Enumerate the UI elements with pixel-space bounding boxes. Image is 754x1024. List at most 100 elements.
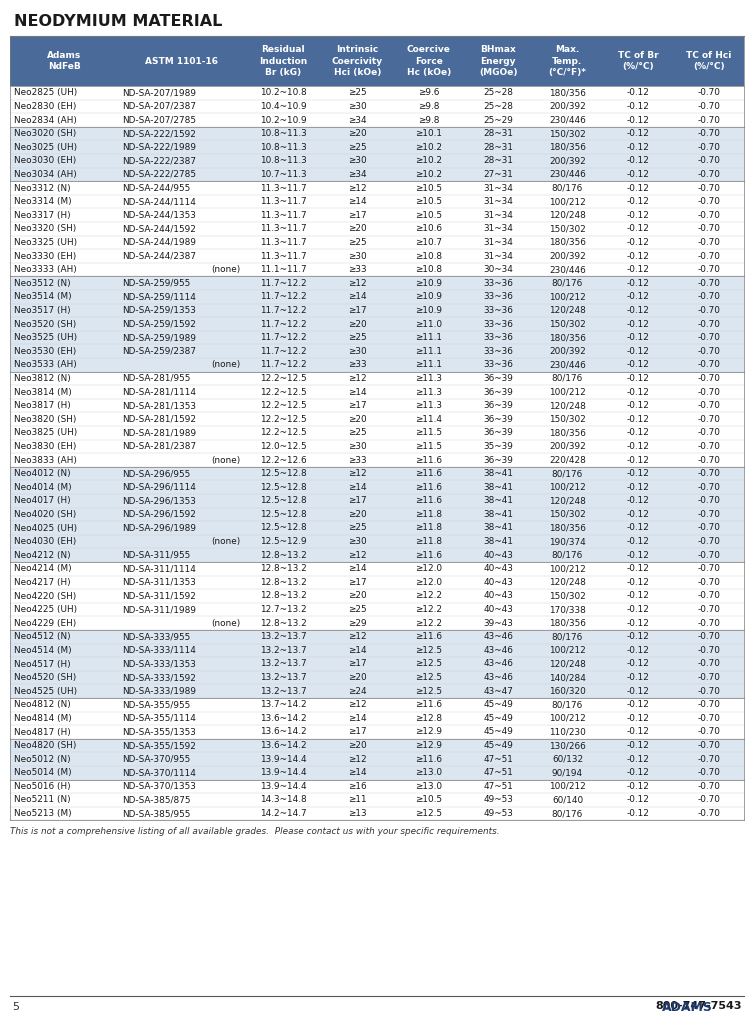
Bar: [10, 698, 744, 712]
Bar: [10, 521, 744, 535]
Text: ND-SA-333/955: ND-SA-333/955: [121, 632, 190, 641]
Text: ≥12.5: ≥12.5: [415, 687, 443, 695]
Text: -0.12: -0.12: [627, 265, 650, 274]
Text: ≥17: ≥17: [348, 578, 367, 587]
Text: -0.70: -0.70: [697, 102, 720, 111]
Text: ND-SA-385/955: ND-SA-385/955: [121, 809, 190, 818]
Text: ≥11.4: ≥11.4: [415, 415, 443, 424]
Text: 35~39: 35~39: [483, 442, 513, 451]
Text: 11.3~11.7: 11.3~11.7: [260, 183, 307, 193]
Text: -0.12: -0.12: [627, 497, 650, 505]
Bar: [10, 616, 744, 630]
Text: ≥12: ≥12: [348, 551, 367, 560]
Text: ≥11.6: ≥11.6: [415, 456, 443, 465]
Text: -0.12: -0.12: [627, 796, 650, 805]
Text: 11.3~11.7: 11.3~11.7: [260, 238, 307, 247]
Text: Neo5014 (M): Neo5014 (M): [14, 768, 72, 777]
Text: ND-SA-296/1989: ND-SA-296/1989: [121, 523, 195, 532]
Text: Neo3025 (UH): Neo3025 (UH): [14, 142, 77, 152]
Text: 10.2~10.9: 10.2~10.9: [260, 116, 307, 125]
Text: 31~34: 31~34: [483, 238, 513, 247]
Text: 120/248: 120/248: [549, 659, 586, 669]
Text: 11.7~12.2: 11.7~12.2: [260, 279, 307, 288]
Text: -0.12: -0.12: [627, 306, 650, 315]
Text: ≥10.2: ≥10.2: [415, 157, 443, 165]
Text: ND-SA-355/1353: ND-SA-355/1353: [121, 727, 195, 736]
Text: 200/392: 200/392: [549, 442, 586, 451]
Text: -0.70: -0.70: [697, 768, 720, 777]
Text: 11.7~12.2: 11.7~12.2: [260, 292, 307, 301]
Bar: [10, 181, 744, 195]
Text: -0.70: -0.70: [697, 605, 720, 614]
Text: -0.70: -0.70: [697, 809, 720, 818]
Text: -0.12: -0.12: [627, 482, 650, 492]
Text: 38~41: 38~41: [483, 523, 513, 532]
Text: 80/176: 80/176: [552, 279, 583, 288]
Text: -0.12: -0.12: [627, 252, 650, 260]
Bar: [10, 562, 744, 575]
Text: 100/212: 100/212: [549, 387, 586, 396]
Text: TC of Hci
(%/°C): TC of Hci (%/°C): [686, 51, 731, 71]
Text: ≥11.3: ≥11.3: [415, 387, 443, 396]
Text: ≥20: ≥20: [348, 319, 367, 329]
Text: ND-SA-311/1353: ND-SA-311/1353: [121, 578, 195, 587]
Text: -0.12: -0.12: [627, 347, 650, 355]
Text: 36~39: 36~39: [483, 374, 513, 383]
Text: ≥12: ≥12: [348, 755, 367, 764]
Bar: [10, 398, 744, 413]
Text: -0.70: -0.70: [697, 238, 720, 247]
Text: -0.12: -0.12: [627, 632, 650, 641]
Text: 45~49: 45~49: [483, 714, 513, 723]
Bar: [10, 779, 744, 794]
Text: 33~36: 33~36: [483, 360, 513, 370]
Text: 13.6~14.2: 13.6~14.2: [260, 727, 307, 736]
Text: 38~41: 38~41: [483, 497, 513, 505]
Text: ≥25: ≥25: [348, 238, 367, 247]
Text: -0.12: -0.12: [627, 605, 650, 614]
Text: -0.70: -0.70: [697, 578, 720, 587]
Text: ≥11.1: ≥11.1: [415, 347, 443, 355]
Text: -0.70: -0.70: [697, 292, 720, 301]
Text: 140/284: 140/284: [549, 673, 586, 682]
Bar: [10, 344, 744, 358]
Text: ≥10.7: ≥10.7: [415, 238, 443, 247]
Text: 80/176: 80/176: [552, 551, 583, 560]
Text: -0.70: -0.70: [697, 252, 720, 260]
Bar: [10, 331, 744, 344]
Text: 13.2~13.7: 13.2~13.7: [260, 646, 307, 655]
Text: 33~36: 33~36: [483, 279, 513, 288]
Text: ≥17: ≥17: [348, 306, 367, 315]
Text: Neo3333 (AH): Neo3333 (AH): [14, 265, 77, 274]
Text: ≥12.9: ≥12.9: [415, 741, 443, 751]
Text: 150/302: 150/302: [549, 129, 586, 138]
Text: -0.12: -0.12: [627, 102, 650, 111]
Text: Neo5213 (M): Neo5213 (M): [14, 809, 72, 818]
Text: Neo4525 (UH): Neo4525 (UH): [14, 687, 77, 695]
Text: 120/248: 120/248: [549, 497, 586, 505]
Text: 11.1~11.7: 11.1~11.7: [260, 265, 307, 274]
Text: -0.12: -0.12: [627, 197, 650, 206]
Text: 13.9~14.4: 13.9~14.4: [260, 755, 307, 764]
Text: BHmax
Energy
(MGOe): BHmax Energy (MGOe): [479, 45, 517, 77]
Text: ≥30: ≥30: [348, 442, 367, 451]
Text: 12.5~12.8: 12.5~12.8: [260, 497, 307, 505]
Text: -0.12: -0.12: [627, 238, 650, 247]
Text: ≥20: ≥20: [348, 129, 367, 138]
Text: ≥11.1: ≥11.1: [415, 360, 443, 370]
Text: -0.70: -0.70: [697, 659, 720, 669]
Text: ≥11.3: ≥11.3: [415, 374, 443, 383]
Text: 31~34: 31~34: [483, 211, 513, 220]
Text: ≥12: ≥12: [348, 279, 367, 288]
Text: Adams
NdFeB: Adams NdFeB: [48, 51, 81, 71]
Text: -0.70: -0.70: [697, 374, 720, 383]
Text: Neo4012 (N): Neo4012 (N): [14, 469, 71, 478]
Text: -0.70: -0.70: [697, 265, 720, 274]
Text: 49~53: 49~53: [483, 809, 513, 818]
Bar: [10, 684, 744, 698]
Text: Neo3825 (UH): Neo3825 (UH): [14, 428, 77, 437]
Text: Neo3517 (H): Neo3517 (H): [14, 306, 71, 315]
Text: 49~53: 49~53: [483, 796, 513, 805]
Text: ND-SA-207/2785: ND-SA-207/2785: [121, 116, 195, 125]
Text: Neo3833 (AH): Neo3833 (AH): [14, 456, 77, 465]
Text: -0.70: -0.70: [697, 157, 720, 165]
